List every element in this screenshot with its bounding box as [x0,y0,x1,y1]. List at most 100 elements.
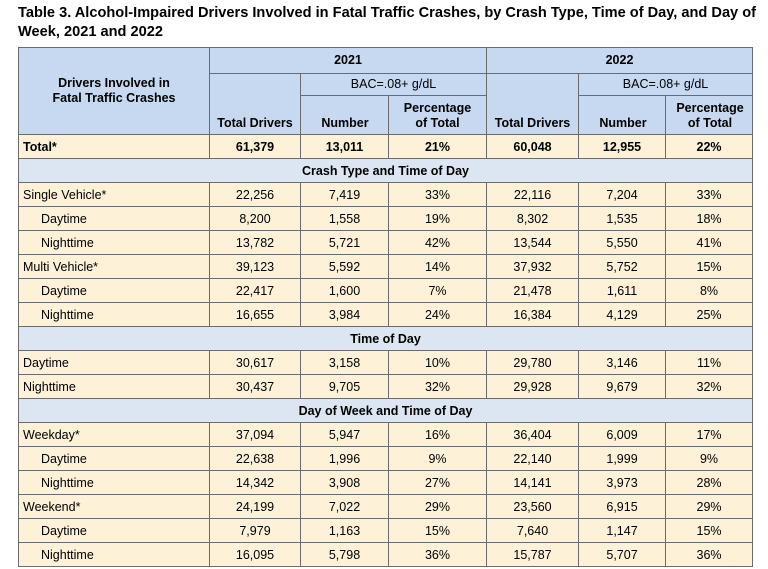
data-cell: 14% [387,254,488,279]
row-label: Single Vehicle* [18,182,210,207]
row-label: Total* [18,134,210,159]
data-cell: 30,617 [209,350,301,375]
data-cell: 22,638 [209,446,301,471]
data-cell: 24% [387,302,488,327]
bac-header: BAC=.08+ g/dL [578,73,754,96]
data-cell: 9,679 [578,374,667,399]
data-cell: 37,094 [209,422,301,447]
data-cell: 15% [665,254,754,279]
data-row: Nighttime 16,095 5,798 36% 15,787 5,707 36% [18,542,754,567]
data-cell: 29% [387,494,488,519]
header-cell: Number [578,95,667,135]
section-row: Day of Week and Time of Day [17,398,754,423]
data-cell: 15,787 [486,542,580,567]
header-cell: Total Drivers [209,73,301,135]
data-cell: 6,009 [578,422,667,447]
data-cell: 4,129 [578,302,667,327]
data-row: Weekday* 37,094 5,947 16% 36,404 6,009 17% [18,422,754,447]
header-text: Number [321,116,369,130]
row-label: Daytime [18,278,210,303]
data-table: Drivers Involved in Fatal Traffic Crashe… [17,47,754,567]
section-row: Time of Day [17,326,754,351]
data-cell: 60,048 [486,134,580,159]
header-cell: Total Drivers [486,73,580,135]
data-cell: 16,384 [486,302,580,327]
data-cell: 22,417 [209,278,301,303]
table-title: Table 3. Alcohol-Impaired Drivers Involv… [18,5,757,40]
data-cell: 61,379 [209,134,301,159]
data-cell: 3,146 [578,350,667,375]
data-cell: 11% [665,350,754,375]
data-cell: 15% [387,518,488,543]
data-cell: 7% [387,278,488,303]
data-cell: 22,116 [486,182,580,207]
header-row: Drivers Involved in Fatal Traffic Crashe… [18,47,754,135]
data-cell: 16% [387,422,488,447]
data-cell: 32% [387,374,488,399]
data-cell: 28% [665,470,754,495]
data-cell: 5,550 [578,230,667,255]
data-cell: 5,707 [578,542,667,567]
data-cell: 29% [665,494,754,519]
data-cell: 1,600 [300,278,389,303]
data-cell: 39,123 [209,254,301,279]
year-header: 2022 [486,47,754,74]
header-text: Drivers Involved in Fatal Traffic Crashe… [52,76,176,105]
header-text: Number [599,116,647,130]
data-cell: 23,560 [486,494,580,519]
row-label: Weekend* [18,494,210,519]
data-cell: 5,592 [300,254,389,279]
data-cell: 36% [387,542,488,567]
data-cell: 16,095 [209,542,301,567]
row-label: Multi Vehicle* [18,254,210,279]
data-cell: 3,973 [578,470,667,495]
data-cell: 22,140 [486,446,580,471]
data-cell: 42% [387,230,488,255]
data-cell: 3,908 [300,470,389,495]
data-cell: 19% [387,206,488,231]
data-cell: 22% [665,134,754,159]
data-cell: 30,437 [209,374,301,399]
row-label: Nighttime [18,374,210,399]
row-label: Daytime [18,206,210,231]
header-cell: Drivers Involved in Fatal Traffic Crashe… [18,47,210,135]
data-cell: 18% [665,206,754,231]
section-row: Crash Type and Time of Day [17,158,754,183]
header-text: Percentage of Total [676,101,744,130]
data-cell: 1,558 [300,206,389,231]
data-cell: 13,544 [486,230,580,255]
data-row: Daytime 22,638 1,996 9% 22,140 1,999 9% [18,446,754,471]
data-cell: 24,199 [209,494,301,519]
data-cell: 5,752 [578,254,667,279]
data-cell: 1,996 [300,446,389,471]
data-cell: 7,022 [300,494,389,519]
data-cell: 21,478 [486,278,580,303]
row-label: Daytime [18,518,210,543]
row-label: Daytime [18,446,210,471]
data-cell: 7,419 [300,182,389,207]
data-row: Daytime 30,617 3,158 10% 29,780 3,146 11% [18,350,754,375]
section-title: Crash Type and Time of Day [17,158,754,183]
row-label: Nighttime [18,302,210,327]
data-cell: 9% [665,446,754,471]
data-cell: 1,611 [578,278,667,303]
data-row: Multi Vehicle* 39,123 5,592 14% 37,932 5,752 1… [18,254,754,279]
data-cell: 3,984 [300,302,389,327]
data-cell: 8,200 [209,206,301,231]
data-cell: 13,782 [209,230,301,255]
data-cell: 3,158 [300,350,389,375]
row-label: Nighttime [18,470,210,495]
data-row: Nighttime 30,437 9,705 32% 29,928 9,679 32% [18,374,754,399]
data-row: Daytime 8,200 1,558 19% 8,302 1,535 18% [18,206,754,231]
data-cell: 7,979 [209,518,301,543]
data-cell: 1,147 [578,518,667,543]
data-row: Weekend* 24,199 7,022 29% 23,560 6,915 29% [18,494,754,519]
header-cell: Percentage of Total [665,95,754,135]
data-cell: 5,721 [300,230,389,255]
data-cell: 5,947 [300,422,389,447]
data-cell: 36,404 [486,422,580,447]
data-row: Daytime 7,979 1,163 15% 7,640 1,147 15% [18,518,754,543]
data-row: Total* 61,379 13,011 21% 60,048 12,955 22% [18,134,754,159]
data-cell: 1,535 [578,206,667,231]
